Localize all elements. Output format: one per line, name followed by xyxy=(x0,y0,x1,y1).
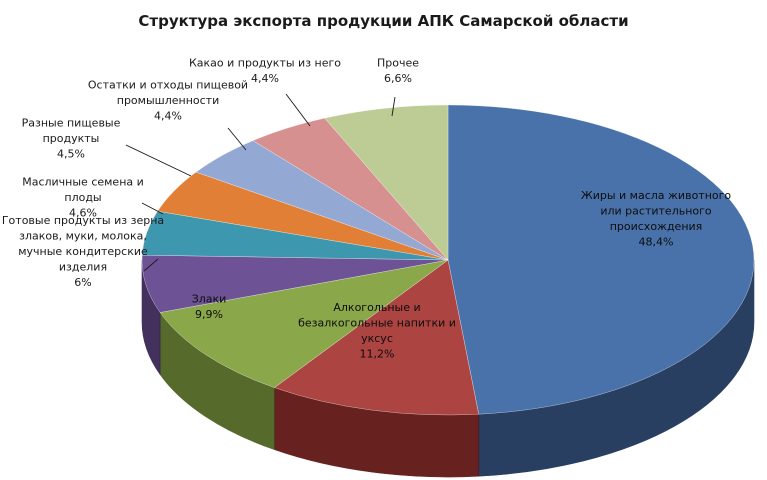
slice-label-0-line-0: Жиры и масла животного xyxy=(581,189,732,202)
slice-label-6: Остатки и отходы пищевой промышленности 4,… xyxy=(88,79,248,123)
slice-label-3-line-4: 6% xyxy=(74,276,91,289)
pie-slice-1 xyxy=(273,259,480,416)
slice-label-0-line-1: или растительного xyxy=(600,204,712,217)
pie-slice-8 xyxy=(324,104,449,261)
slice-label-7-line-0: Какао и продукты из него xyxy=(189,56,341,69)
pie-depth xyxy=(141,259,755,478)
slice-label-5: Разные пищевые продукты 4,5% xyxy=(22,117,121,161)
slice-label-1-line-1: безалкогольные напитки и xyxy=(298,316,456,329)
slice-label-2-line-1: 9,9% xyxy=(195,308,223,321)
slice-label-6-line-1: промышленности xyxy=(117,94,219,107)
slice-label-5-line-0: Разные пищевые xyxy=(22,117,121,130)
pie-top xyxy=(141,104,755,416)
slice-label-8-line-0: Прочее xyxy=(377,56,419,69)
leader-line-7 xyxy=(285,93,311,127)
slice-label-0: Жиры и масла животного или растительного п… xyxy=(581,189,732,249)
slice-label-7-line-1: 4,4% xyxy=(251,72,279,85)
slice-label-1-line-0: Алкогольные и xyxy=(333,301,420,314)
slice-label-4: Масличные семена и плоды 4,6% xyxy=(22,176,144,220)
chart-title: Структура экспорта продукции АПК Самарск… xyxy=(138,12,629,30)
leader-line-6 xyxy=(227,127,247,151)
slice-label-1: Алкогольные и безалкогольные напитки и укс… xyxy=(298,301,456,361)
pie-slice-0 xyxy=(447,104,755,415)
slice-label-4-line-2: 4,6% xyxy=(69,207,97,220)
slice-label-7: Какао и продукты из него 4,4% xyxy=(189,56,341,85)
slice-label-8: Прочее 6,6% xyxy=(377,56,419,85)
slice-label-4-line-0: Масличные семена и xyxy=(22,176,144,189)
slice-label-0-line-3: 48,4% xyxy=(639,235,674,248)
slice-label-3-line-3: изделия xyxy=(59,261,107,274)
slice-label-1-line-3: 11,2% xyxy=(360,347,395,360)
leader-line-4 xyxy=(141,202,164,215)
slice-label-6-line-0: Остатки и отходы пищевой xyxy=(88,79,248,92)
slice-label-8-line-1: 6,6% xyxy=(384,72,412,85)
slice-label-6-line-2: 4,4% xyxy=(154,110,182,123)
slice-labels: Жиры и масла животного или растительного п… xyxy=(2,56,732,360)
slice-label-2-line-0: Злаки xyxy=(192,292,227,305)
pie-slice-2 xyxy=(159,259,449,388)
leader-line-3 xyxy=(143,258,159,272)
slice-label-0-line-2: происхождения xyxy=(610,220,703,233)
slice-label-3-line-1: злаков, муки, молока, xyxy=(19,230,147,243)
slice-label-4-line-1: плоды xyxy=(64,191,101,204)
slice-label-2: Злаки 9,9% xyxy=(192,292,227,321)
slice-label-3-line-0: Готовые продукты из зерна xyxy=(2,214,164,227)
slice-label-3: Готовые продукты из зерна злаков, муки, м… xyxy=(2,214,164,289)
leader-lines xyxy=(125,93,396,272)
slice-label-5-line-1: продукты xyxy=(43,132,100,145)
slice-label-1-line-2: уксус xyxy=(361,332,393,345)
leader-line-8 xyxy=(391,96,396,117)
slice-label-5-line-2: 4,5% xyxy=(57,148,85,161)
leader-line-5 xyxy=(125,144,192,177)
slice-label-3-line-2: мучные кондитерские xyxy=(18,245,148,258)
